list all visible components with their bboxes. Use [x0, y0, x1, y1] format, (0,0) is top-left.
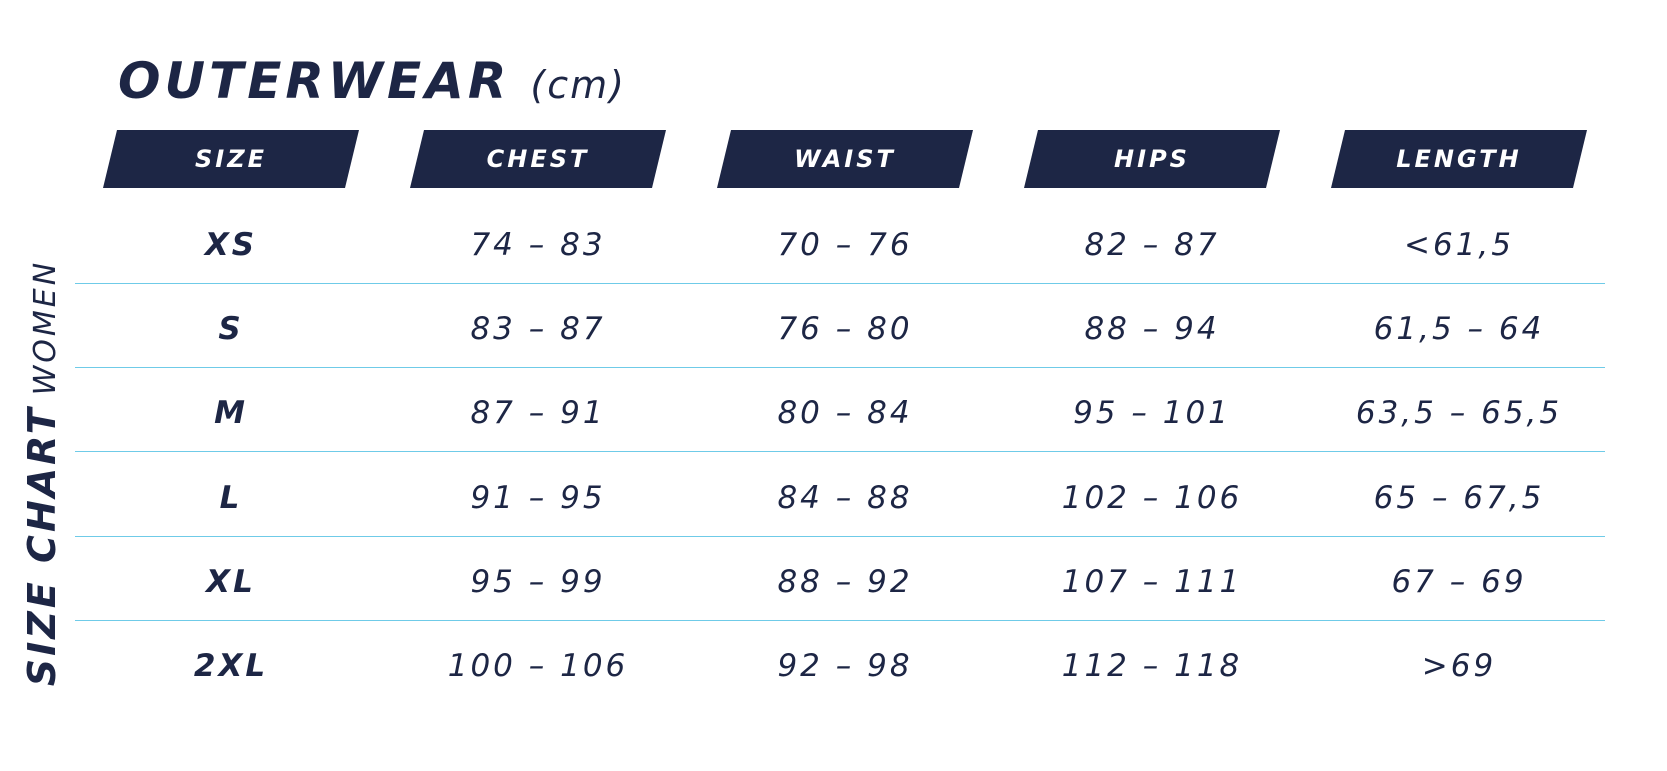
header-waist: WAIST: [717, 130, 973, 188]
header-chest: CHEST: [410, 130, 666, 188]
cell-hips: 107 – 111: [1061, 564, 1243, 600]
page-title: OUTERWEAR (cm): [118, 52, 626, 110]
cell-hips: 102 – 106: [1061, 480, 1243, 516]
cell-waist: 84 – 88: [777, 480, 913, 516]
cell-length: <61,5: [1404, 227, 1514, 263]
header-length: LENGTH: [1331, 130, 1587, 188]
cell-hips: 82 – 87: [1084, 227, 1220, 263]
table-row: XL 95 – 99 88 – 92 107 – 111 67 – 69: [75, 540, 1605, 624]
cell-waist: 88 – 92: [777, 564, 913, 600]
cell-hips: 88 – 94: [1084, 311, 1220, 347]
row-divider: [75, 620, 1605, 621]
cell-chest: 95 – 99: [470, 564, 606, 600]
cell-length: 65 – 67,5: [1373, 480, 1545, 516]
cell-size: L: [219, 480, 243, 516]
side-label: SIZE CHART WOMEN: [20, 260, 64, 686]
table-row: S 83 – 87 76 – 80 88 – 94 61,5 – 64: [75, 287, 1605, 371]
cell-waist: 70 – 76: [777, 227, 913, 263]
cell-size: S: [218, 311, 244, 347]
header-hips: HIPS: [1024, 130, 1280, 188]
cell-waist: 76 – 80: [777, 311, 913, 347]
cell-size: M: [214, 395, 248, 431]
cell-chest: 74 – 83: [470, 227, 606, 263]
cell-waist: 92 – 98: [777, 648, 913, 684]
row-divider: [75, 283, 1605, 284]
table-row: L 91 – 95 84 – 88 102 – 106 65 – 67,5: [75, 456, 1605, 540]
cell-chest: 87 – 91: [470, 395, 606, 431]
cell-length: 61,5 – 64: [1373, 311, 1545, 347]
side-label-light: WOMEN: [28, 259, 63, 396]
row-divider: [75, 451, 1605, 452]
cell-waist: 80 – 84: [777, 395, 913, 431]
cell-chest: 83 – 87: [470, 311, 606, 347]
cell-size: XL: [206, 564, 256, 600]
table-row: 2XL 100 – 106 92 – 98 112 – 118 >69: [75, 624, 1605, 708]
table-row: XS 74 – 83 70 – 76 82 – 87 <61,5: [75, 203, 1605, 287]
cell-chest: 91 – 95: [470, 480, 606, 516]
cell-hips: 112 – 118: [1061, 648, 1243, 684]
header-size: SIZE: [103, 130, 359, 188]
cell-hips: 95 – 101: [1073, 395, 1231, 431]
cell-length: 67 – 69: [1391, 564, 1527, 600]
cell-size: 2XL: [193, 648, 269, 684]
cell-chest: 100 – 106: [447, 648, 629, 684]
cell-size: XS: [204, 227, 258, 263]
title-main: OUTERWEAR: [118, 52, 511, 110]
row-divider: [75, 367, 1605, 368]
cell-length: 63,5 – 65,5: [1355, 395, 1563, 431]
row-divider: [75, 536, 1605, 537]
cell-length: >69: [1421, 648, 1497, 684]
title-unit: (cm): [530, 63, 626, 107]
side-label-strong: SIZE CHART: [20, 405, 64, 687]
table-row: M 87 – 91 80 – 84 95 – 101 63,5 – 65,5: [75, 371, 1605, 455]
